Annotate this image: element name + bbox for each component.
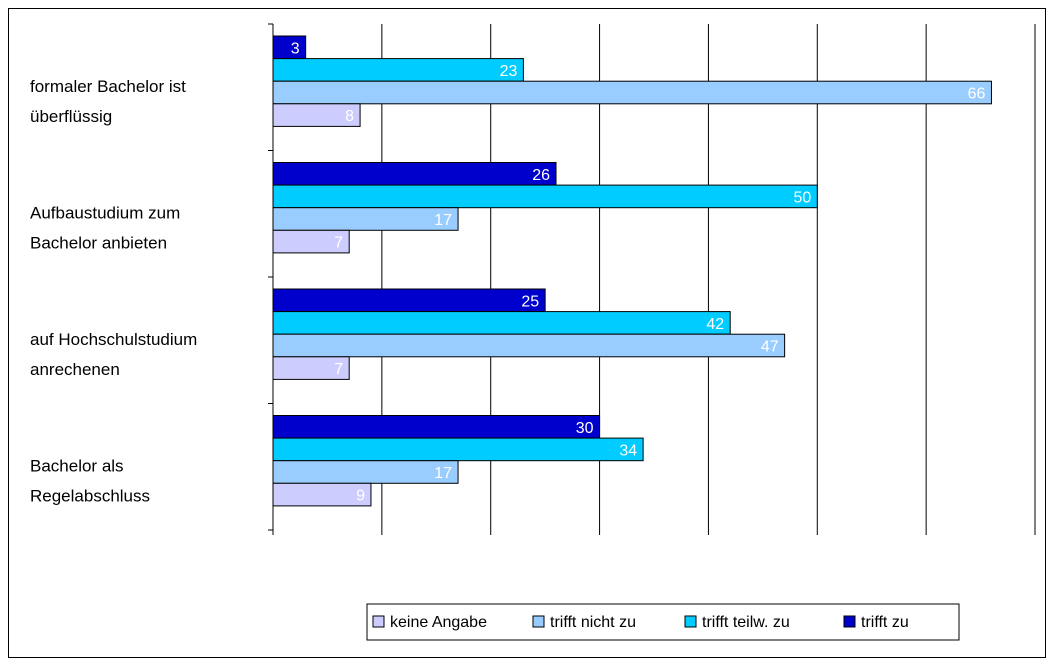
bar — [272, 415, 601, 439]
category-label: überflüssig — [30, 107, 112, 126]
bar — [272, 437, 644, 462]
legend-swatch — [372, 615, 385, 628]
category-label: auf Hochschulstudium — [30, 330, 197, 349]
data-label: 7 — [334, 235, 343, 252]
legend-swatch — [684, 615, 697, 628]
bar — [272, 229, 350, 254]
bar — [272, 162, 557, 186]
data-label: 17 — [434, 465, 452, 482]
legend-entry: trifft teilw. zu — [702, 614, 790, 631]
bar — [272, 35, 307, 60]
category-label: anrechenen — [30, 360, 120, 379]
data-label: 50 — [793, 189, 811, 206]
category-label: Regelabschluss — [30, 487, 150, 506]
legend-swatch — [532, 615, 545, 628]
bar — [272, 288, 546, 313]
category-label: Bachelor anbieten — [30, 234, 167, 253]
category-label: formaler Bachelor ist — [30, 77, 186, 96]
bar — [272, 184, 818, 209]
bar — [272, 482, 372, 507]
data-label: 3 — [291, 40, 300, 57]
legend-box — [366, 603, 960, 641]
data-label: 7 — [334, 361, 343, 378]
category-label: Bachelor als — [30, 457, 124, 476]
legend-entry: trifft zu — [861, 614, 909, 631]
data-label: 23 — [500, 63, 518, 80]
data-label: 8 — [345, 108, 354, 125]
data-label: 34 — [619, 442, 637, 459]
data-label: 47 — [761, 339, 779, 356]
legend-swatch — [843, 615, 856, 628]
data-label: 42 — [706, 316, 724, 333]
data-label: 17 — [434, 212, 452, 229]
data-label: 9 — [356, 488, 365, 505]
legend-entry: trifft nicht zu — [550, 614, 636, 631]
category-label: Aufbaustudium zum — [30, 204, 180, 223]
bar — [272, 80, 992, 105]
data-label: 25 — [521, 293, 539, 310]
legend-entry: keine Angabe — [390, 614, 487, 631]
bar — [272, 311, 731, 335]
data-label: 66 — [968, 86, 986, 103]
data-label: 26 — [532, 167, 550, 184]
bar — [272, 207, 459, 231]
data-label: 30 — [576, 420, 594, 437]
bar — [272, 58, 524, 82]
bar — [272, 356, 350, 380]
bar — [272, 103, 361, 127]
bar — [272, 333, 786, 358]
bar — [272, 460, 459, 484]
